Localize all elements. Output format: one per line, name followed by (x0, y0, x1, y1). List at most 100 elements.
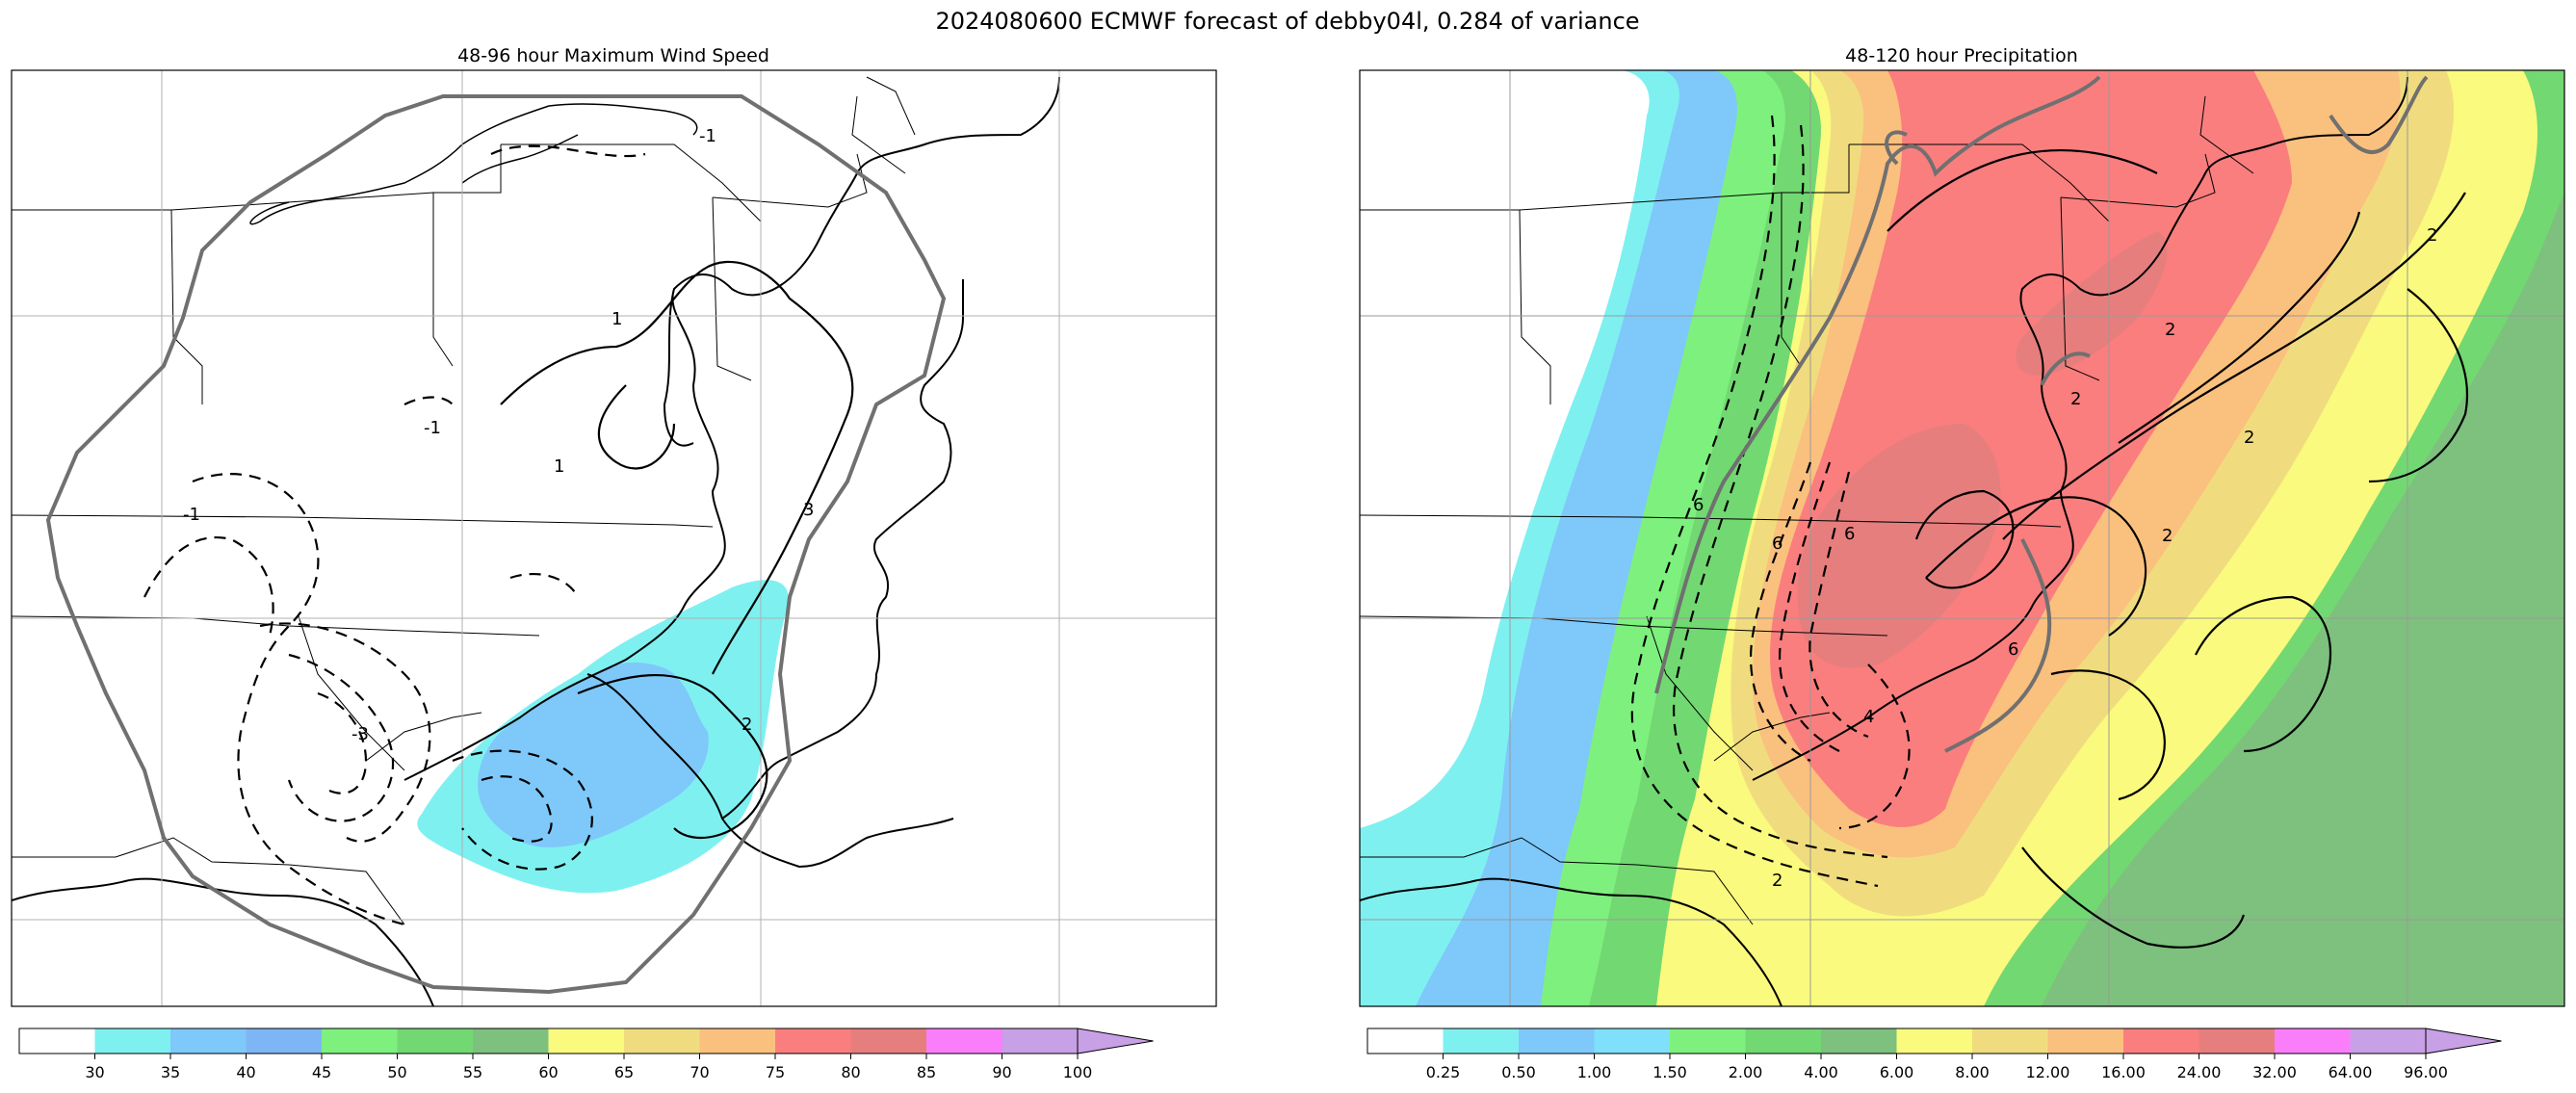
wind-colorbar-segment (322, 1028, 398, 1054)
precip-colorbar-tick-label: 32.00 (2252, 1063, 2297, 1081)
contour-label: 6 (1693, 495, 1704, 515)
precip-colorbar-tick-label: 12.00 (2026, 1063, 2070, 1081)
precip-map-title: 48-120 hour Precipitation (1845, 45, 2078, 66)
precip-state-borders (1360, 95, 2254, 925)
precip-colorbar-segment (1519, 1028, 1595, 1054)
precip-map-area: 6 2 6 6 2 2 2 2 6 4 2 (1360, 70, 2564, 1006)
wind-colorbar-extend-arrow (1077, 1028, 1154, 1054)
wind-colorbar-segment (473, 1028, 549, 1054)
wind-colorbar-segment (1002, 1028, 1079, 1054)
precip-colorbar-segment (2047, 1028, 2124, 1054)
precip-positive-contours (1886, 149, 2468, 949)
contour-label: 3 (803, 500, 814, 520)
precip-colorbar-segment (2275, 1028, 2351, 1054)
precip-colorbar-extend-arrow (2425, 1028, 2502, 1054)
contour-label: 2 (2162, 526, 2173, 546)
wind-colorbar-tick-label: 90 (992, 1063, 1011, 1081)
wind-region-outline (45, 94, 947, 995)
contour-label: 2 (742, 715, 752, 735)
wind-colorbar: 30 35 40 45 50 55 60 65 70 75 80 85 90 100 (18, 1028, 1154, 1081)
wind-colorbar-segment (397, 1028, 474, 1054)
wind-colorbar-tick-label: 70 (690, 1063, 709, 1081)
wind-map-panel: 48-96 hour Maximum Wind Speed (11, 45, 1217, 1007)
precip-map-frame (1359, 69, 2565, 1007)
wind-colorbar-segment (850, 1028, 927, 1054)
precip-colorbar-segment (1367, 1028, 1444, 1054)
wind-colorbar-tick-label: 30 (85, 1063, 104, 1081)
precip-colorbar: 0.25 0.50 1.00 1.50 2.00 4.00 6.00 8.00 12.00 16.… (1366, 1028, 2502, 1081)
wind-map-gridlines (12, 70, 1216, 1006)
precip-colorbar-tick-label: 0.50 (1501, 1063, 1536, 1081)
contour-label: -1 (699, 126, 716, 146)
precip-fill-6-right (2042, 193, 2564, 1006)
precip-colorbar-tick-label: 8.00 (1955, 1063, 1990, 1081)
wind-colorbar-tick-label: 50 (387, 1063, 406, 1081)
wind-colorbar-segment (699, 1028, 776, 1054)
contour-label: 4 (1863, 707, 1874, 727)
wind-coastline (12, 76, 1060, 1006)
contour-label: 1 (611, 309, 622, 329)
contour-label: 2 (2427, 225, 2437, 246)
contour-label: -1 (424, 418, 441, 438)
wind-colorbar-tick-label: 100 (1063, 1063, 1093, 1081)
contour-label: 2 (2165, 320, 2175, 340)
precip-colorbar-tick-label: 0.25 (1426, 1063, 1461, 1081)
wind-colorbar-segment (170, 1028, 247, 1054)
wind-map-title: 48-96 hour Maximum Wind Speed (457, 45, 769, 66)
contour-label: 6 (1772, 533, 1782, 554)
precip-region-outline (1654, 75, 2429, 753)
contour-label: -3 (351, 724, 369, 744)
precip-colorbar-segment (1896, 1028, 1973, 1054)
wind-colorbar-segment (548, 1028, 625, 1054)
wind-colorbar-segment (246, 1028, 323, 1054)
wind-colorbar-tick-label: 85 (917, 1063, 936, 1081)
precip-colorbar-segment (2123, 1028, 2199, 1054)
wind-outer-coast (586, 279, 965, 869)
precip-colorbar-segment (1821, 1028, 1897, 1054)
wind-colorbar-tick-label: 45 (312, 1063, 331, 1081)
precip-colorbar-tick-label: 2.00 (1729, 1063, 1763, 1081)
contour-label: 1 (554, 456, 564, 477)
precip-colorbar-tick-label: 1.50 (1652, 1063, 1687, 1081)
precip-fill-32 (1797, 424, 2001, 668)
precip-colorbar-segment (1745, 1028, 1822, 1054)
precip-colorbar-segment (2199, 1028, 2276, 1054)
precip-colorbar-tick-label: 96.00 (2404, 1063, 2448, 1081)
precip-coastline (1360, 76, 2408, 1006)
precip-map-gridlines (1360, 70, 2564, 1006)
contour-label: 2 (1772, 871, 1782, 891)
wind-colorbar-tick-label: 80 (841, 1063, 860, 1081)
contour-label: -1 (183, 505, 200, 525)
precip-colorbar-segment (1594, 1028, 1671, 1054)
precip-colorbar-segment (1972, 1028, 2048, 1054)
wind-state-borders (12, 76, 916, 925)
wind-colorbar-tick-label: 35 (161, 1063, 180, 1081)
wind-fill-40-45 (478, 663, 709, 847)
precip-colorbar-segment (1443, 1028, 1520, 1054)
precip-colorbar-tick-label: 64.00 (2329, 1063, 2373, 1081)
precip-colorbar-tick-label: 6.00 (1880, 1063, 1914, 1081)
wind-colorbar-tick-label: 60 (538, 1063, 558, 1081)
precip-fill-32-north (2016, 231, 2168, 376)
precip-negative-contours (1630, 115, 1911, 888)
contour-label: 2 (2070, 389, 2081, 409)
precip-colorbar-tick-label: 24.00 (2177, 1063, 2222, 1081)
precip-colorbar-tick-label: 16.00 (2101, 1063, 2146, 1081)
wind-negative-contours (143, 144, 646, 926)
figure-title: 2024080600 ECMWF forecast of debby04l, 0… (935, 8, 1639, 35)
wind-colorbar-tick-label: 40 (236, 1063, 255, 1081)
wind-colorbar-tick-label: 75 (766, 1063, 785, 1081)
wind-colorbar-segment (624, 1028, 700, 1054)
wind-contour-labels: -1 1 1 -1 -3 3 -1 2 (183, 126, 814, 744)
precip-colorbar-segment (1670, 1028, 1746, 1054)
wind-colorbar-segment (926, 1028, 1002, 1054)
contour-label: 2 (2244, 428, 2254, 448)
contour-label: 6 (1844, 524, 1855, 544)
precip-colorbar-segment (2350, 1028, 2427, 1054)
wind-colorbar-segment (775, 1028, 851, 1054)
wind-colorbar-tick-label: 55 (463, 1063, 482, 1081)
precip-colorbar-tick-label: 1.00 (1577, 1063, 1612, 1081)
wind-colorbar-tick-label: 65 (614, 1063, 634, 1081)
precip-map-panel: 48-120 hour Precipitation (1359, 45, 2565, 1007)
